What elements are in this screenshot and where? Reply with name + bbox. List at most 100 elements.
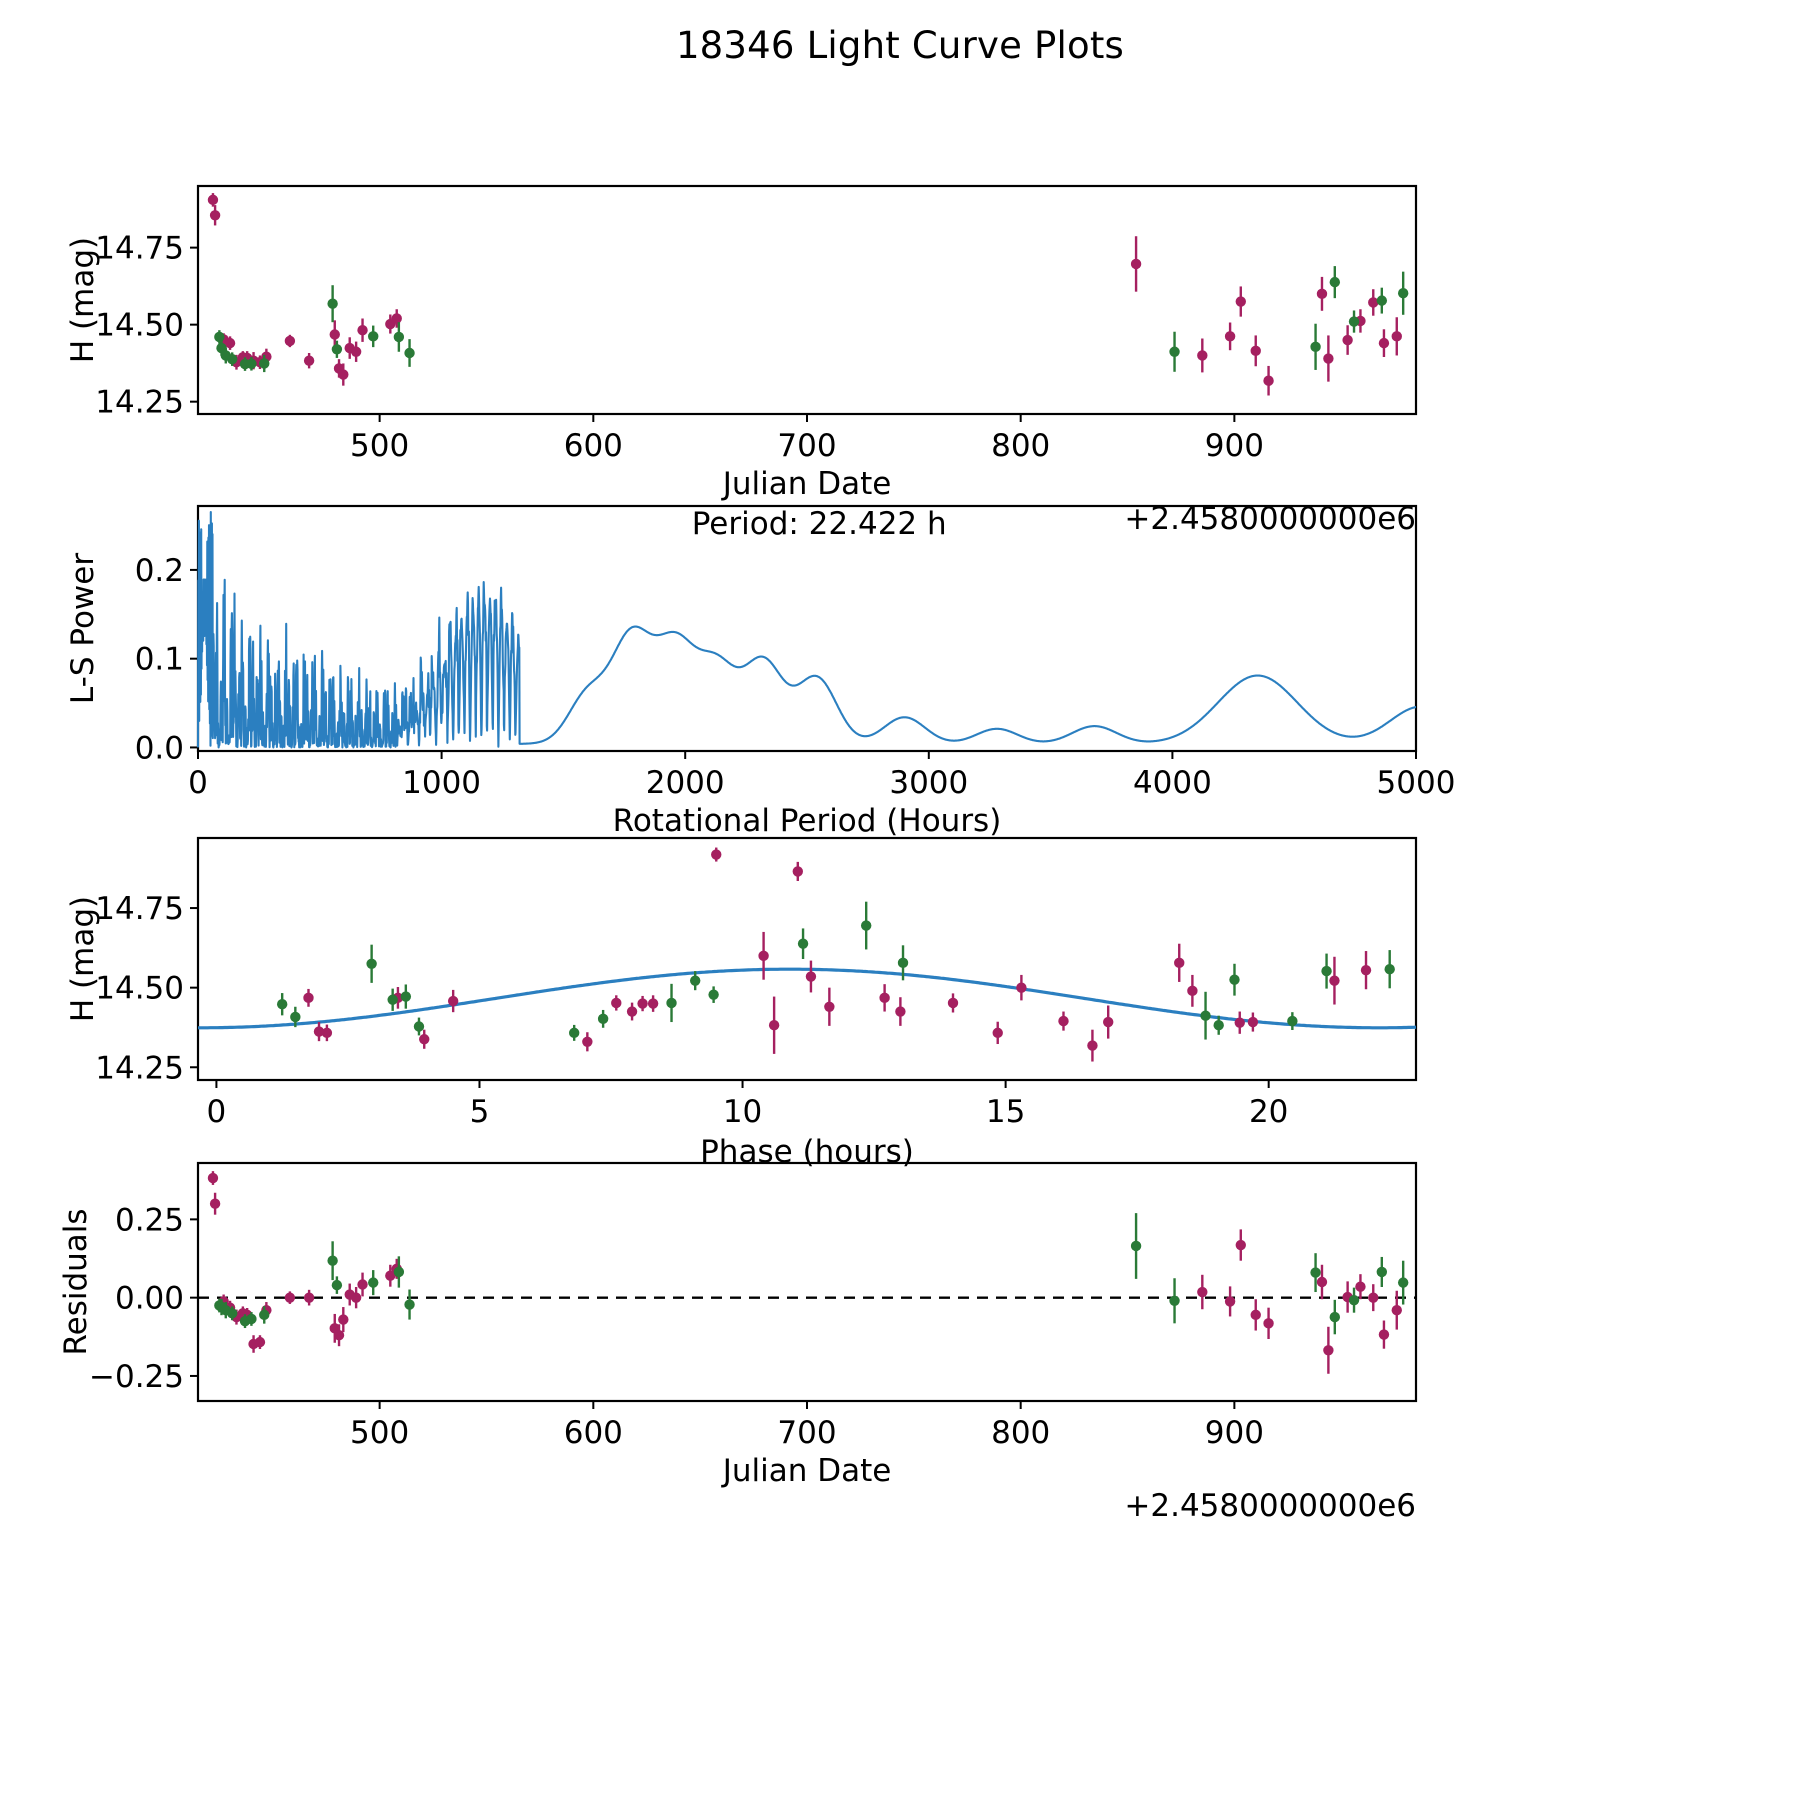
- yaxis-label: L-S Power: [65, 553, 101, 704]
- ytick-label: 0.1: [135, 642, 184, 678]
- xtick-label: 500: [350, 428, 409, 464]
- data-point: [366, 958, 377, 969]
- ytick-label: 14.75: [95, 231, 184, 267]
- data-point: [393, 331, 405, 343]
- data-point: [1250, 345, 1261, 357]
- data-point: [1235, 296, 1246, 307]
- data-point: [207, 194, 219, 206]
- data-point: [689, 975, 701, 986]
- data-point: [897, 957, 909, 969]
- data-point: [768, 1020, 780, 1031]
- data-point: [387, 994, 398, 1005]
- data-point: [1368, 1292, 1379, 1303]
- data-point: [209, 1198, 221, 1209]
- data-point: [207, 1172, 219, 1184]
- yaxis-label: H (mag): [65, 896, 101, 1022]
- ytick-label: 0.25: [115, 1202, 184, 1238]
- data-point: [568, 1027, 580, 1039]
- residuals-series-green: [214, 1213, 1409, 1335]
- data-point: [797, 938, 809, 949]
- data-point: [404, 1299, 415, 1310]
- ytick-label: −0.25: [89, 1359, 184, 1395]
- data-point: [368, 331, 379, 342]
- data-point: [1263, 1318, 1274, 1329]
- lightcurve-series-magenta: [207, 193, 1402, 396]
- data-point: [1360, 964, 1372, 976]
- data-point: [1329, 975, 1340, 986]
- data-point: [447, 995, 459, 1007]
- data-point: [647, 998, 659, 1009]
- data-point: [1376, 295, 1388, 306]
- data-point: [1397, 288, 1409, 299]
- data-point: [1130, 1240, 1142, 1252]
- data-point: [357, 324, 368, 336]
- xtick-label: 0: [188, 765, 208, 801]
- data-point: [321, 1027, 333, 1039]
- data-point: [1016, 982, 1027, 993]
- data-point: [303, 355, 315, 366]
- data-point: [327, 298, 338, 309]
- data-point: [1329, 276, 1341, 288]
- xtick-label: 800: [991, 428, 1050, 464]
- data-point: [1224, 331, 1236, 342]
- data-point: [1235, 1239, 1246, 1251]
- phased-series-green: [276, 901, 1395, 1041]
- data-point: [393, 1266, 405, 1278]
- data-point: [1174, 957, 1185, 969]
- xtick-label: 4000: [1133, 765, 1212, 801]
- data-point: [333, 1330, 345, 1341]
- data-point: [860, 920, 872, 931]
- panel-lightcurve: 14.25 14.50 14.75 500 600 700 800 900 Julian Dat…: [65, 184, 1418, 537]
- xtick-label: 15: [986, 1094, 1025, 1130]
- data-point: [303, 1292, 315, 1303]
- ytick-label: 14.75: [95, 891, 184, 927]
- data-point: [1376, 1266, 1388, 1278]
- data-point: [400, 991, 412, 1002]
- panel-phased: 14.25 14.50 14.75 0 5 10 15 20 Phase (hours) H (m…: [65, 836, 1418, 1170]
- data-point: [1391, 331, 1402, 342]
- data-point: [331, 344, 343, 355]
- ytick-label: 14.25: [95, 385, 184, 421]
- data-point: [1224, 1296, 1236, 1307]
- data-point: [368, 1277, 379, 1288]
- ytick-label: 0.00: [115, 1281, 184, 1317]
- xtick-label: 600: [564, 1415, 623, 1451]
- panel-periodogram: 0.0 0.1 0.2 0 1000 2000 3000 4000 5000 Rotational…: [65, 504, 1455, 839]
- panel-residuals: −0.25 0.00 0.25 500 600 700 800 900 Julian Date +…: [58, 1161, 1418, 1524]
- data-point: [758, 950, 769, 962]
- data-point: [666, 997, 677, 1009]
- phased-frame: [196, 836, 1418, 1082]
- data-point: [805, 971, 817, 982]
- phased-series-magenta: [303, 847, 1372, 1062]
- data-point: [1342, 334, 1353, 346]
- data-point: [582, 1036, 593, 1047]
- data-point: [1213, 1020, 1224, 1031]
- ytick-label: 14.25: [95, 1050, 184, 1086]
- data-point: [1323, 1345, 1334, 1356]
- ytick-label: 14.50: [95, 308, 184, 344]
- data-point: [226, 1308, 238, 1319]
- data-point: [1197, 1286, 1208, 1298]
- ytick-label: 0.0: [135, 730, 184, 766]
- data-point: [214, 331, 225, 343]
- data-point: [1378, 1329, 1390, 1340]
- data-point: [209, 210, 221, 221]
- data-point: [1200, 1010, 1211, 1021]
- data-point: [350, 346, 362, 357]
- xtick-label: 0: [207, 1094, 227, 1130]
- data-point: [1391, 1304, 1402, 1316]
- data-point: [1197, 350, 1208, 361]
- data-point: [1323, 353, 1334, 364]
- data-point: [1355, 1281, 1366, 1292]
- xtick-label: 1000: [402, 765, 481, 801]
- xaxis-offset-label: +2.4580000000e6: [1124, 1488, 1416, 1524]
- data-point: [597, 1013, 609, 1025]
- ytick-label: 0.2: [135, 553, 184, 589]
- lightcurve-frame: [196, 184, 1418, 416]
- data-point: [413, 1021, 425, 1032]
- data-point: [259, 1309, 270, 1321]
- data-point: [404, 347, 415, 359]
- data-point: [1368, 297, 1379, 308]
- data-point: [357, 1279, 368, 1290]
- data-point: [1316, 288, 1328, 300]
